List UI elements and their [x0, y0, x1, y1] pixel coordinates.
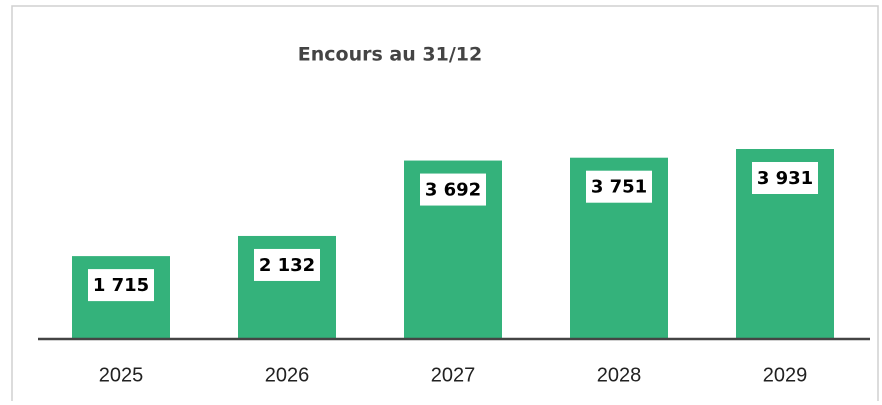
x-tick-label: 2029 [763, 364, 808, 386]
frame [11, 5, 879, 405]
value-label-box [586, 170, 652, 203]
x-tick-label: 2026 [265, 364, 310, 386]
value-label-box [752, 162, 818, 194]
chart-title: Encours au 31/12 [298, 44, 482, 66]
value-label-box [420, 173, 486, 206]
x-tick-label: 2027 [431, 364, 476, 386]
value-label: 3 692 [425, 180, 481, 201]
value-label: 2 132 [259, 255, 315, 276]
value-label-box [88, 269, 154, 302]
value-label: 1 715 [93, 275, 149, 296]
x-tick-label: 2028 [597, 364, 642, 386]
value-label: 3 751 [591, 177, 647, 198]
value-label: 3 931 [757, 168, 813, 189]
x-tick-label: 2025 [99, 364, 144, 386]
value-label-box [254, 248, 320, 281]
